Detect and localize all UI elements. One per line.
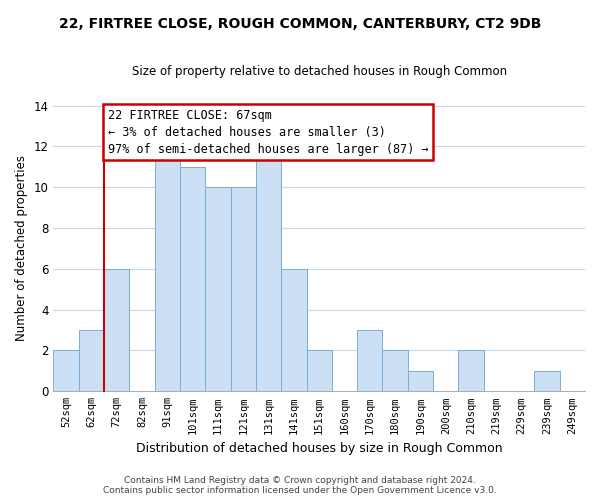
Text: Contains HM Land Registry data © Crown copyright and database right 2024.
Contai: Contains HM Land Registry data © Crown c… — [103, 476, 497, 495]
Y-axis label: Number of detached properties: Number of detached properties — [15, 156, 28, 342]
Text: 22, FIRTREE CLOSE, ROUGH COMMON, CANTERBURY, CT2 9DB: 22, FIRTREE CLOSE, ROUGH COMMON, CANTERB… — [59, 18, 541, 32]
Bar — [205, 187, 230, 392]
Bar — [53, 350, 79, 392]
Bar — [357, 330, 382, 392]
X-axis label: Distribution of detached houses by size in Rough Common: Distribution of detached houses by size … — [136, 442, 503, 455]
Bar — [79, 330, 104, 392]
Bar — [408, 371, 433, 392]
Bar — [155, 146, 180, 392]
Bar — [307, 350, 332, 392]
Bar — [256, 146, 281, 392]
Text: 22 FIRTREE CLOSE: 67sqm
← 3% of detached houses are smaller (3)
97% of semi-deta: 22 FIRTREE CLOSE: 67sqm ← 3% of detached… — [108, 108, 428, 156]
Bar — [535, 371, 560, 392]
Title: Size of property relative to detached houses in Rough Common: Size of property relative to detached ho… — [131, 65, 507, 78]
Bar — [180, 167, 205, 392]
Bar — [230, 187, 256, 392]
Bar — [281, 269, 307, 392]
Bar — [458, 350, 484, 392]
Bar — [382, 350, 408, 392]
Bar — [104, 269, 130, 392]
